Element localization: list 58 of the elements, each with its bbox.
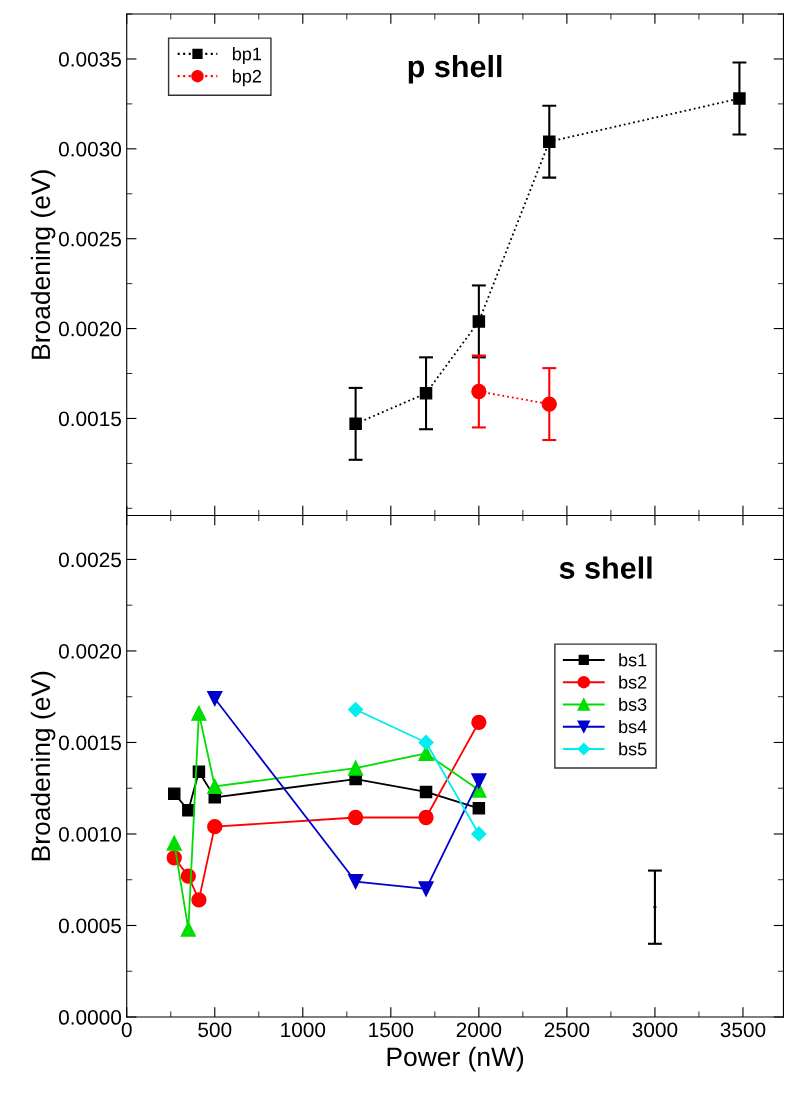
y-tick-label: 0.0015 (58, 411, 121, 427)
point (347, 873, 364, 890)
x-tick-label: 500 (198, 1022, 232, 1038)
point (418, 734, 434, 751)
y-tick-label: 0.0030 (58, 141, 122, 157)
legend-label: bs3 (619, 697, 647, 711)
y-tick-label: 0.0025 (58, 231, 121, 247)
legend-label: bs5 (619, 742, 647, 756)
point (207, 819, 223, 835)
y-tick-label: 0.0020 (58, 321, 122, 337)
point (191, 892, 207, 908)
x-tick-label: 3000 (632, 1022, 678, 1038)
legend-label: bs4 (619, 719, 647, 734)
x-tick-label: 2500 (544, 1022, 590, 1038)
legend-label: bs1 (619, 653, 647, 667)
point (419, 387, 433, 400)
x-tick-label: 3500 (720, 1022, 766, 1038)
point (733, 92, 746, 105)
point (472, 315, 486, 328)
point (418, 809, 434, 826)
y-tick-label: 0.0010 (58, 826, 122, 842)
y-tick-label: 0.0015 (58, 735, 121, 751)
point (191, 705, 207, 721)
y-tick-label: 0.0005 (58, 918, 121, 934)
y-tick-label: 0.0035 (58, 51, 121, 67)
x-tick-label: 1000 (281, 1022, 326, 1038)
point (543, 135, 556, 148)
y-tick-label: 0.0000 (58, 1010, 122, 1025)
point (347, 809, 364, 826)
point (418, 881, 434, 897)
point (347, 760, 364, 776)
point (348, 701, 364, 718)
point (207, 690, 223, 707)
x-tick-label: 2000 (456, 1022, 502, 1038)
point (168, 787, 181, 800)
point (471, 383, 487, 400)
point (419, 785, 433, 799)
point (472, 802, 486, 815)
y-tick-label: 0.0025 (58, 552, 121, 568)
x-tick-label: 0 (121, 1022, 132, 1038)
y-axis-title: Broadening (eV) (30, 671, 56, 861)
annotation: p shell (408, 54, 502, 84)
point (180, 921, 196, 937)
x-axis-title: Power (nW) (387, 1046, 524, 1072)
point (349, 417, 362, 431)
point (541, 396, 557, 412)
point (166, 835, 182, 851)
annotation: s shell (559, 556, 652, 579)
point (471, 773, 487, 789)
y-axis-title: Broadening (eV) (30, 170, 56, 359)
x-tick-label: 1500 (369, 1022, 414, 1038)
legend-label: bp1 (232, 47, 262, 64)
legend-label: bs2 (619, 675, 647, 689)
point (471, 714, 487, 730)
point (471, 826, 487, 842)
point (207, 778, 223, 795)
y-tick-label: 0.0020 (58, 643, 122, 659)
legend-label: bp2 (232, 69, 261, 87)
